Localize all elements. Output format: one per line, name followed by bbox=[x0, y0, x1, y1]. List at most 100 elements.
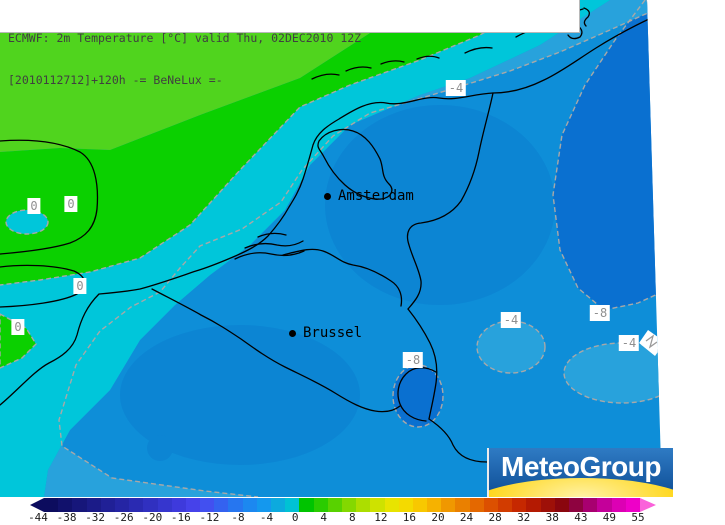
city-dot bbox=[289, 329, 296, 337]
colorbar-cell bbox=[58, 498, 73, 512]
colorbar-cell bbox=[313, 498, 328, 512]
colorbar-tick-label: -32 bbox=[85, 511, 106, 524]
logo-sun-arc bbox=[489, 478, 673, 497]
colorbar-cell bbox=[554, 498, 569, 512]
city-name: Brussel bbox=[303, 325, 363, 341]
colorbar-tick-label: 24 bbox=[459, 511, 474, 524]
colorbar-right-arrow bbox=[640, 498, 656, 512]
colorbar-cell bbox=[583, 498, 598, 512]
colorbar-cell bbox=[242, 498, 257, 512]
colorbar-left-arrow bbox=[30, 498, 44, 512]
ijsselmeer-lake bbox=[317, 128, 393, 200]
region-medium-blue-dark-patches bbox=[120, 105, 555, 465]
colorbar-cell bbox=[129, 498, 144, 512]
meteogroup-logo: MeteoGroup bbox=[487, 448, 673, 497]
colorbar-tick-label: 28 bbox=[488, 511, 502, 524]
border-nl-be bbox=[282, 248, 403, 307]
region-dark-blue bbox=[553, 0, 662, 310]
colorbar-cell bbox=[625, 498, 640, 512]
contour-value-label: -8 bbox=[402, 352, 424, 368]
colorbar-cell bbox=[171, 498, 186, 512]
contour-value-label: 0 bbox=[73, 278, 87, 294]
colorbar-cell bbox=[568, 498, 584, 512]
temperature-colorbar bbox=[30, 498, 656, 512]
colorbar-cell bbox=[100, 498, 115, 512]
border-be-fr bbox=[151, 288, 401, 413]
colorbar-cell bbox=[157, 498, 172, 512]
colorbar-cell bbox=[469, 498, 484, 512]
colorbar-tick-label: 0 bbox=[291, 511, 299, 524]
contour-value-label: -4 bbox=[618, 335, 640, 351]
colorbar-cell bbox=[228, 498, 243, 512]
colorbar-tick-label: 16 bbox=[402, 511, 417, 524]
colorbar-cell bbox=[214, 498, 229, 512]
colorbar-cell bbox=[185, 498, 201, 512]
map-title-line2: [2010112712]+120h -= BeNeLux =- bbox=[8, 73, 223, 87]
colorbar-tick-label: -38 bbox=[56, 511, 77, 524]
coastline-continent bbox=[0, 18, 650, 406]
colorbar-tick-label: -8 bbox=[231, 511, 245, 524]
colorbar-cell bbox=[526, 498, 541, 512]
colorbar-tick-label: 12 bbox=[374, 511, 388, 524]
colorbar-tick-label: -20 bbox=[142, 511, 163, 524]
colorbar-tick-label: -12 bbox=[199, 511, 220, 524]
city-marker-brussel: Brussel bbox=[289, 325, 362, 341]
colorbar-cell bbox=[341, 498, 357, 512]
map-title-box: ECMWF: 2m Temperature [°C] valid Thu, 02… bbox=[0, 0, 580, 87]
border-nl-de bbox=[406, 92, 494, 310]
colorbar-cell bbox=[327, 498, 342, 512]
contour-minus4 bbox=[58, 0, 651, 497]
closed-contour-patches bbox=[0, 209, 662, 428]
contour-minus8 bbox=[552, 0, 662, 311]
colorbar-cell bbox=[611, 498, 626, 512]
contour-value-label: -8 bbox=[589, 305, 611, 321]
coastline-england-east bbox=[0, 139, 99, 255]
colorbar-cell bbox=[200, 498, 215, 512]
colorbar-cell bbox=[498, 498, 513, 512]
colorbar-cell bbox=[540, 498, 555, 512]
colorbar-cell bbox=[412, 498, 428, 512]
colorbar-cell bbox=[256, 498, 271, 512]
colorbar-cell bbox=[441, 498, 456, 512]
colorbar-cell bbox=[72, 498, 87, 512]
colorbar-cell bbox=[427, 498, 442, 512]
colorbar-cell bbox=[597, 498, 612, 512]
colorbar-tick-label: 55 bbox=[631, 511, 645, 524]
colorbar-cell bbox=[356, 498, 371, 512]
colorbar-tick-label: 20 bbox=[431, 511, 445, 524]
colorbar-cell bbox=[299, 498, 314, 512]
colorbar-cell bbox=[86, 498, 101, 512]
colorbar-cell bbox=[370, 498, 385, 512]
contour-0 bbox=[0, 0, 541, 286]
colorbar-cell bbox=[44, 498, 59, 512]
colorbar-cell bbox=[114, 498, 130, 512]
colorbar-cells bbox=[44, 498, 640, 512]
colorbar-cell bbox=[398, 498, 413, 512]
colorbar-cell bbox=[384, 498, 399, 512]
city-name: Amsterdam bbox=[338, 188, 414, 204]
temperature-contours bbox=[0, 0, 662, 497]
contour-value-label: -4 bbox=[500, 312, 522, 328]
colorbar-cell bbox=[512, 498, 527, 512]
colorbar-cell bbox=[143, 498, 158, 512]
colorbar-tick-label: -26 bbox=[113, 511, 134, 524]
city-dot bbox=[324, 192, 331, 200]
contour-value-label: 0 bbox=[27, 198, 41, 214]
contour-value-label: 0 bbox=[64, 196, 78, 212]
colorbar-tick-label: 32 bbox=[517, 511, 531, 524]
city-marker-amsterdam: Amsterdam bbox=[324, 188, 414, 204]
contour-value-label: 0 bbox=[11, 319, 25, 335]
border-be-de bbox=[407, 308, 438, 420]
region-warm-green bbox=[0, 0, 370, 152]
colorbar-tick-label: 38 bbox=[545, 511, 559, 524]
colorbar-tick-label: 43 bbox=[574, 511, 588, 524]
colorbar-tick-label: -44 bbox=[28, 511, 48, 524]
region-green bbox=[0, 0, 540, 285]
colorbar-tick-label: 49 bbox=[602, 511, 617, 524]
colorbar-tick-label: -4 bbox=[259, 511, 274, 524]
contour-value-label: -4 bbox=[445, 80, 467, 96]
colorbar-tick-label: 8 bbox=[348, 511, 356, 524]
zeeland-delta bbox=[234, 232, 305, 260]
map-title-line1: ECMWF: 2m Temperature [°C] valid Thu, 02… bbox=[8, 31, 362, 45]
